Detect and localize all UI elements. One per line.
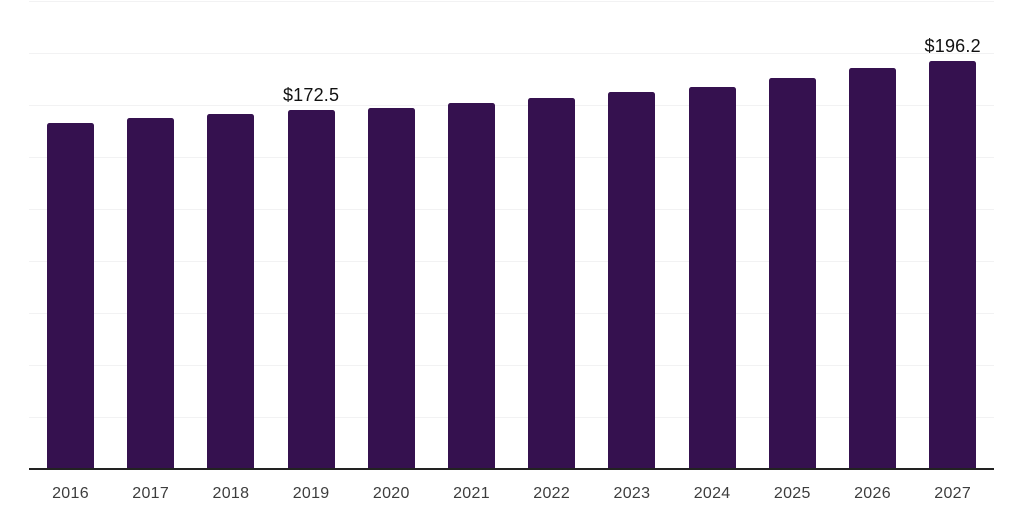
- x-tick-label-2025: 2025: [773, 485, 811, 502]
- bar-2027: [929, 60, 977, 469]
- bar-2017: [127, 117, 175, 469]
- bar-2020: [367, 108, 415, 469]
- x-tick-label-2016: 2016: [52, 485, 89, 502]
- bar-2025: [768, 77, 816, 469]
- bar-2021: [448, 103, 495, 469]
- bar-2024: [688, 86, 736, 469]
- x-tick-label-2020: 2020: [372, 485, 410, 502]
- x-tick-label-2021: 2021: [453, 485, 490, 502]
- gridline: [29, 209, 994, 210]
- x-tick-label-2018: 2018: [212, 485, 250, 502]
- x-tick-label-2022: 2022: [533, 485, 571, 502]
- value-label-2019: $172.5: [282, 85, 340, 106]
- bar-2023: [608, 91, 656, 469]
- gridline: [29, 1, 994, 2]
- gridline: [29, 313, 994, 314]
- gridline: [29, 105, 994, 106]
- gridline: [29, 417, 994, 418]
- gridline: [29, 261, 994, 262]
- gridline: [29, 365, 994, 366]
- bar-2019: [287, 110, 335, 469]
- bar-2018: [207, 113, 255, 469]
- bar-2026: [849, 68, 896, 469]
- bar-2016: [47, 122, 94, 469]
- plot-area: $172.5 $196.2: [29, 1, 994, 470]
- gridline: [29, 157, 994, 158]
- x-tick-label-2027: 2027: [934, 485, 972, 502]
- x-tick-label-2024: 2024: [693, 485, 731, 502]
- x-tick-label-2023: 2023: [613, 485, 651, 502]
- value-label-2027: $196.2: [924, 35, 981, 56]
- x-tick-label-2019: 2019: [292, 485, 330, 502]
- bar-2022: [528, 97, 576, 469]
- gridline: [29, 53, 994, 54]
- x-tick-label-2017: 2017: [132, 485, 170, 502]
- x-tick-label-2026: 2026: [854, 485, 891, 502]
- x-axis-line: [29, 468, 994, 470]
